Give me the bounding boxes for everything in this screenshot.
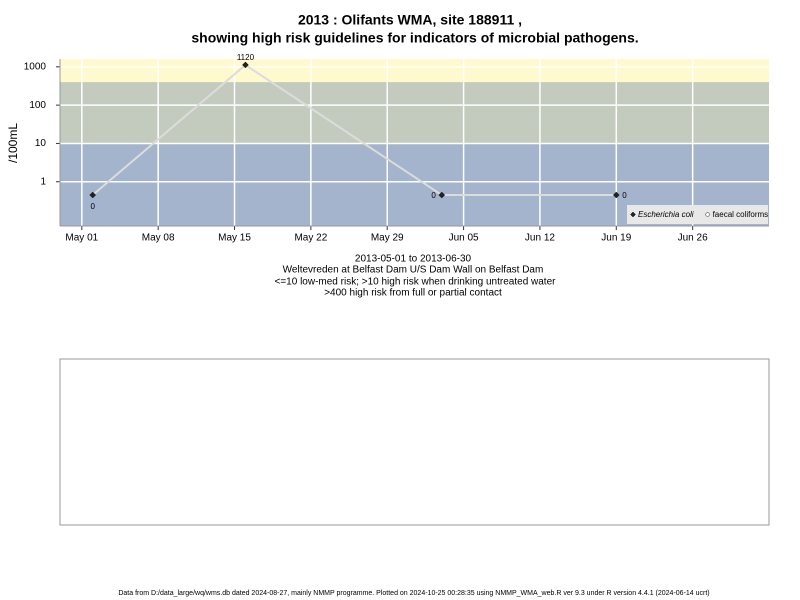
chart-subtitle: showing high risk guidelines for indicat…: [191, 30, 638, 46]
x-tick-label: Jun 05: [449, 233, 479, 244]
x-tick-label: May 22: [294, 233, 327, 244]
y-tick-label: 100: [29, 100, 46, 111]
data-point: [242, 61, 249, 69]
caption: <=10 low-med risk; >10 high risk when dr…: [275, 277, 557, 288]
y-tick-label: 1000: [24, 61, 47, 72]
legend-box: [627, 205, 768, 224]
data-label: 0: [431, 191, 436, 200]
footer: Data from D:/data_large/wq/wms.db dated …: [118, 590, 709, 597]
y-tick-label: 10: [35, 138, 47, 149]
caption: >400 high risk from full or partial cont…: [324, 288, 502, 299]
legend-marker: [704, 211, 711, 218]
data-point: [89, 191, 97, 199]
x-tick-label: Jun 12: [525, 233, 555, 244]
x-tick-label: May 29: [371, 233, 404, 244]
caption: 2013-05-01 to 2013-06-30: [355, 254, 472, 265]
x-tick-label: Jun 26: [678, 233, 708, 244]
x-tick-label: May 08: [142, 233, 175, 244]
data-label: 0: [622, 191, 627, 200]
chart-title: 2013 : Olifants WMA, site 188911 ,: [298, 12, 522, 28]
risk-band: [60, 59, 769, 83]
risk-band: [60, 82, 769, 144]
data-label: 1120: [237, 53, 255, 62]
x-tick-label: May 01: [65, 233, 98, 244]
legend-label: faecal coliforms: [713, 210, 769, 219]
caption: Weltevreden at Belfast Dam U/S Dam Wall …: [283, 265, 544, 276]
data-point: [438, 191, 446, 199]
data-label: 0: [90, 202, 95, 211]
y-axis-label: /100mL: [6, 123, 20, 163]
series-line: [92, 63, 617, 197]
x-tick-label: Jun 19: [601, 233, 631, 244]
y-tick-label: 1: [40, 176, 46, 187]
legend-marker: [630, 211, 636, 218]
x-tick-label: May 15: [218, 233, 251, 244]
empty-panel: [59, 358, 770, 526]
data-point: [612, 191, 620, 199]
legend-label: Escherichia coli: [638, 210, 694, 219]
